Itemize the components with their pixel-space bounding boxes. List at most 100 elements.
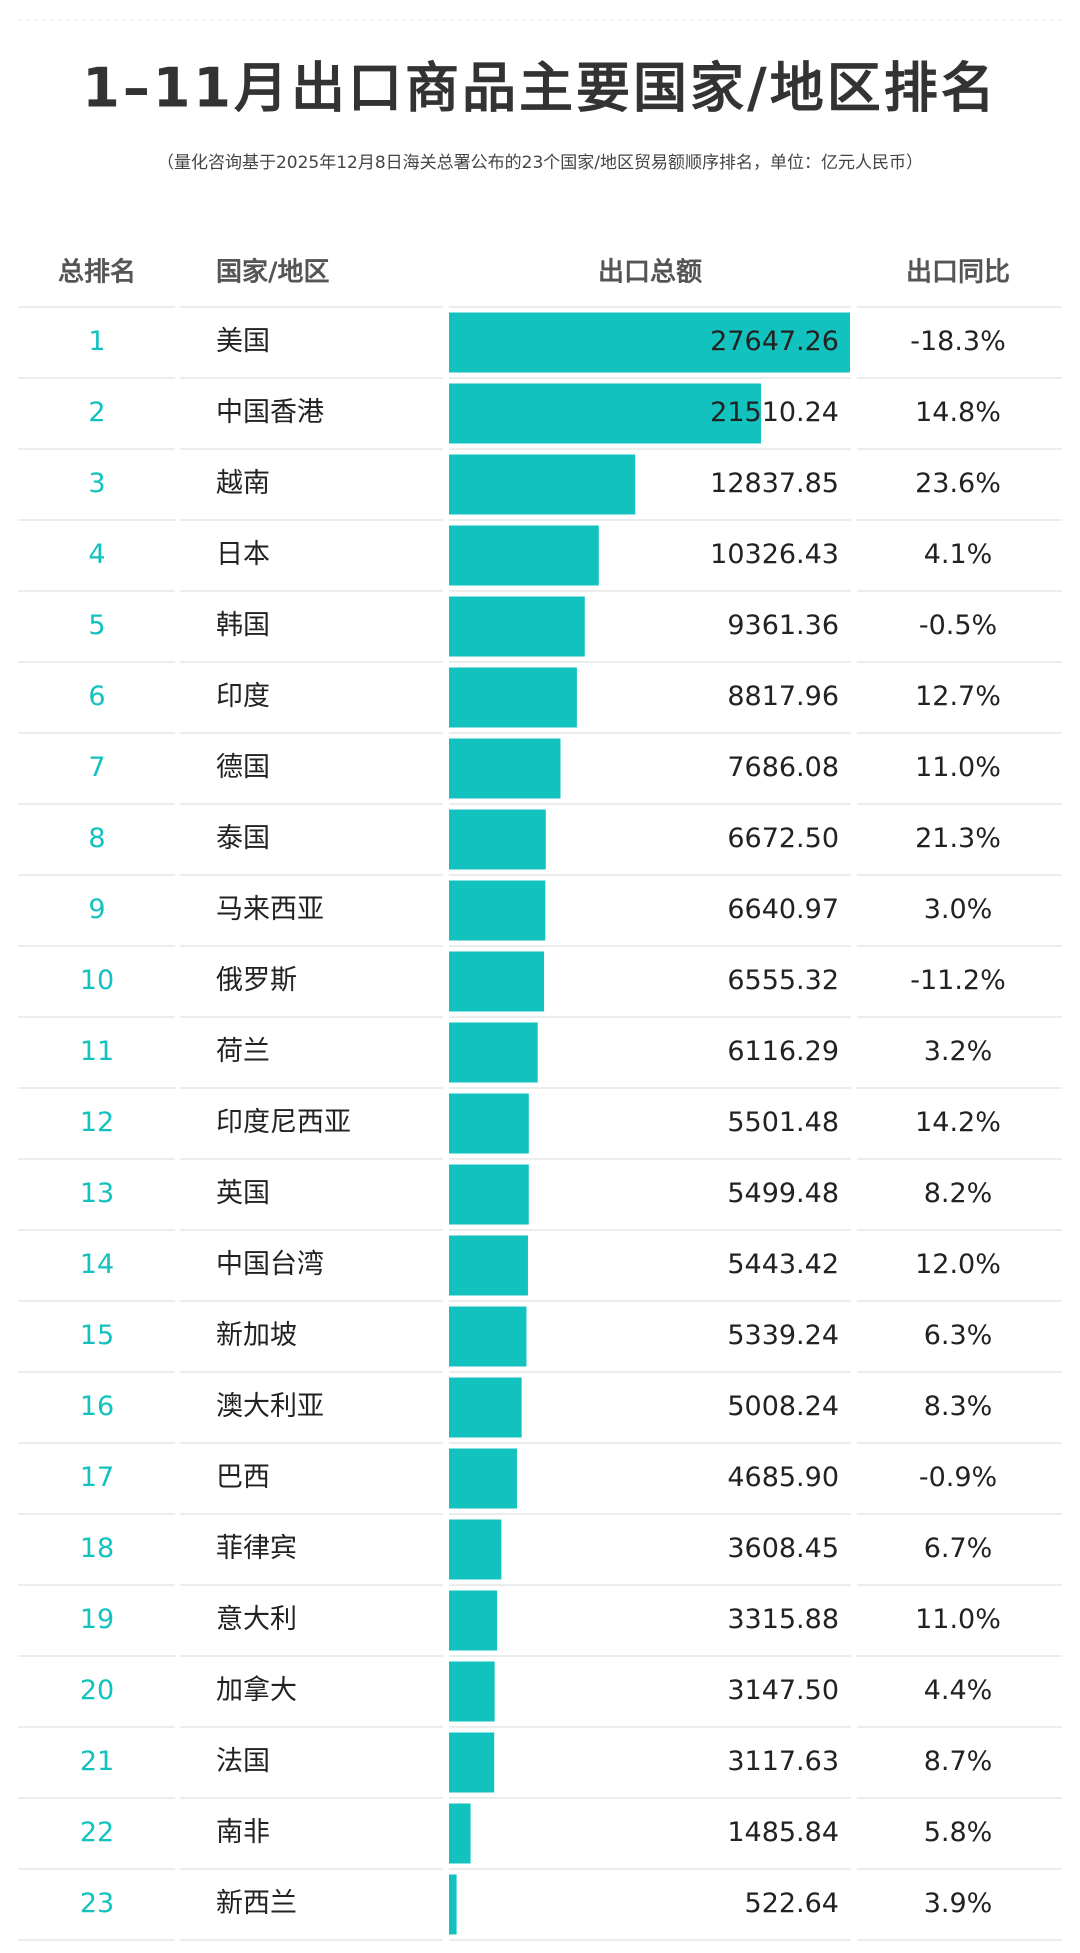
rank: 19	[80, 1604, 114, 1635]
country: 马来西亚	[216, 894, 324, 925]
rank: 18	[80, 1533, 114, 1564]
value-label: 6672.50	[727, 823, 839, 854]
growth-label: -0.5%	[919, 610, 997, 641]
rank: 22	[80, 1817, 114, 1848]
growth-label: -0.9%	[919, 1462, 997, 1493]
bar	[449, 951, 545, 1012]
bar	[449, 525, 599, 586]
growth-label: 8.3%	[924, 1391, 993, 1422]
column-header: 出口总额	[598, 258, 702, 288]
column-header: 出口同比	[906, 258, 1010, 288]
country: 英国	[216, 1178, 270, 1209]
growth-label: 11.0%	[915, 1604, 1001, 1635]
value-label: 3147.50	[727, 1675, 839, 1706]
bar	[449, 312, 850, 373]
growth-label: 14.2%	[915, 1107, 1001, 1138]
bar	[449, 1448, 517, 1509]
country: 意大利	[216, 1604, 297, 1635]
rank: 4	[88, 539, 105, 570]
country: 印度	[216, 681, 270, 712]
rank: 6	[88, 681, 105, 712]
bar	[449, 1874, 457, 1935]
bar	[449, 738, 561, 799]
value-label: 6555.32	[727, 965, 839, 996]
growth-label: 4.1%	[924, 539, 993, 570]
rank: 7	[88, 752, 105, 783]
bar	[449, 880, 546, 941]
bar	[449, 1377, 522, 1438]
country: 菲律宾	[216, 1533, 297, 1564]
growth-label: 6.3%	[924, 1320, 993, 1351]
bar	[449, 1093, 529, 1154]
bar	[449, 454, 636, 515]
column-header: 总排名	[58, 257, 136, 288]
growth-label: 4.4%	[924, 1675, 993, 1706]
rank: 2	[88, 397, 105, 428]
title: 1–11月出口商品主要国家/地区排名	[82, 57, 997, 120]
bar	[449, 1519, 502, 1580]
rank: 20	[80, 1675, 114, 1706]
bar	[449, 1661, 495, 1722]
rank: 16	[80, 1391, 114, 1422]
growth-label: 14.8%	[915, 397, 1001, 428]
growth-label: 11.0%	[915, 752, 1001, 783]
growth-label: 5.8%	[924, 1817, 993, 1848]
value-label: 7686.08	[727, 752, 839, 783]
rank: 5	[88, 610, 105, 641]
bar	[449, 1590, 498, 1651]
value-label: 522.64	[745, 1888, 839, 1919]
country: 中国香港	[216, 397, 324, 428]
value-label: 3315.88	[727, 1604, 839, 1635]
country: 泰国	[216, 823, 270, 854]
growth-label: 21.3%	[915, 823, 1001, 854]
value-label: 3608.45	[727, 1533, 839, 1564]
growth-label: -11.2%	[910, 965, 1006, 996]
growth-label: -18.3%	[910, 326, 1006, 357]
rank: 8	[88, 823, 105, 854]
country: 荷兰	[216, 1036, 270, 1067]
country: 加拿大	[216, 1675, 297, 1706]
bar	[449, 1732, 495, 1793]
value-label: 9361.36	[727, 610, 839, 641]
value-label: 4685.90	[727, 1462, 839, 1493]
growth-label: 3.9%	[924, 1888, 993, 1919]
rank: 11	[80, 1036, 114, 1067]
value-label: 6640.97	[727, 894, 839, 925]
growth-label: 8.2%	[924, 1178, 993, 1209]
rank: 14	[80, 1249, 114, 1280]
value-label: 1485.84	[727, 1817, 839, 1848]
bar	[449, 1022, 538, 1083]
bar	[449, 383, 761, 444]
rank: 23	[80, 1888, 114, 1919]
bar	[449, 1235, 528, 1296]
rank: 1	[88, 326, 105, 357]
country: 新西兰	[216, 1888, 297, 1919]
column-header: 国家/地区	[216, 257, 330, 288]
growth-label: 23.6%	[915, 468, 1001, 499]
value-label: 5008.24	[727, 1391, 839, 1422]
value-label: 5339.24	[727, 1320, 839, 1351]
growth-label: 6.7%	[924, 1533, 993, 1564]
value-label: 10326.43	[710, 539, 839, 570]
bar	[449, 1306, 527, 1367]
rank: 21	[80, 1746, 114, 1777]
rank: 10	[80, 965, 114, 996]
rank: 12	[80, 1107, 114, 1138]
country: 新加坡	[216, 1320, 297, 1351]
rank: 17	[80, 1462, 114, 1493]
bar	[449, 596, 585, 657]
bar	[449, 1164, 529, 1225]
country: 日本	[216, 539, 270, 570]
rank: 3	[88, 468, 105, 499]
growth-label: 3.2%	[924, 1036, 993, 1067]
bar	[449, 667, 577, 728]
country: 巴西	[216, 1462, 270, 1493]
value-label: 3117.63	[727, 1746, 839, 1777]
rank: 9	[88, 894, 105, 925]
country: 中国台湾	[216, 1249, 324, 1280]
country: 俄罗斯	[216, 965, 297, 996]
growth-label: 12.0%	[915, 1249, 1001, 1280]
rank: 13	[80, 1178, 114, 1209]
value-label: 5443.42	[727, 1249, 839, 1280]
